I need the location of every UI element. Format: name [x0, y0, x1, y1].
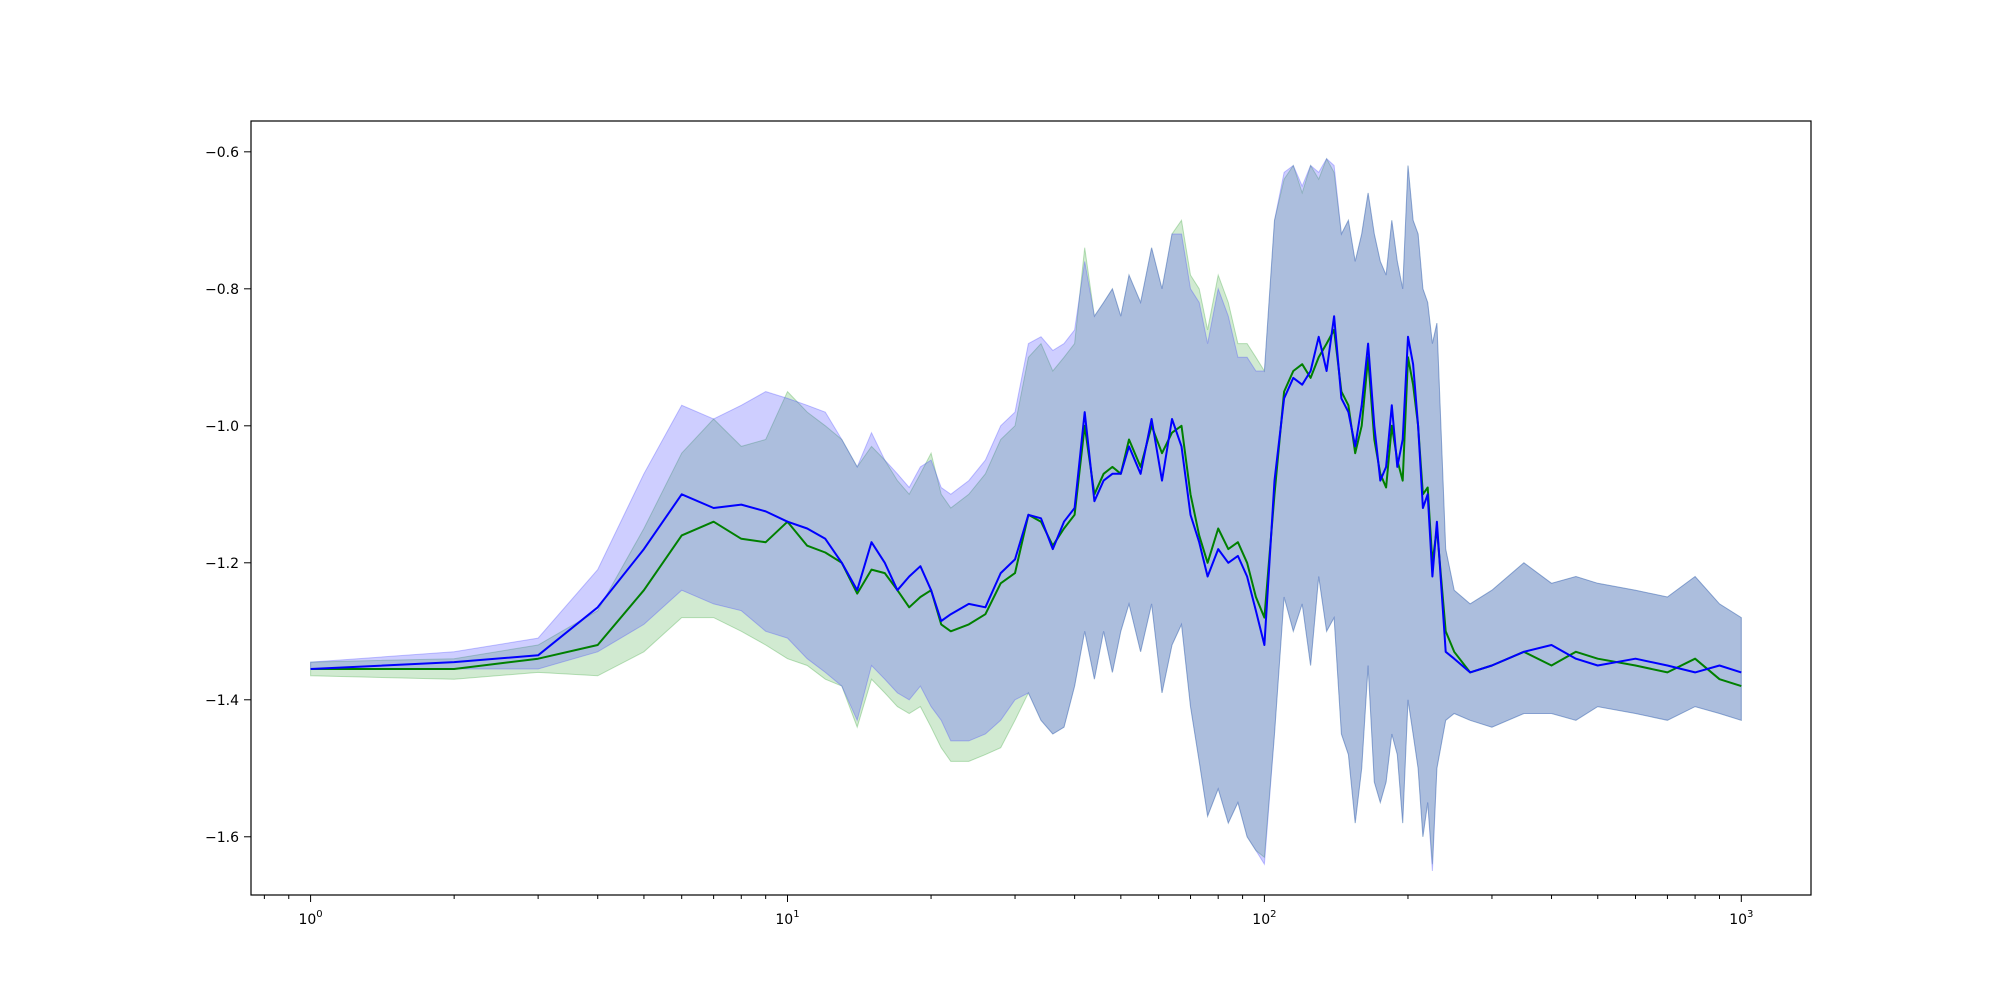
- x-tick-base: 10: [1729, 912, 1747, 928]
- x-tick-exponent: 2: [1270, 909, 1276, 920]
- x-tick-base: 10: [775, 912, 793, 928]
- x-tick-base: 10: [1252, 912, 1270, 928]
- series-lines: [310, 315, 1742, 688]
- y-tick-label: −1.4: [205, 693, 239, 709]
- series-0-band: [310, 157, 1742, 865]
- plot-frame: [250, 120, 1812, 896]
- x-tick-exponent: 3: [1747, 909, 1753, 920]
- x-tick-base: 10: [298, 912, 316, 928]
- x-tick-label: 100: [298, 909, 322, 928]
- y-tick-label: −1.6: [205, 830, 239, 846]
- x-axis: 100 101 102 103: [263, 895, 1753, 928]
- y-axis: −0.6 −0.8 −1.0 −1.2 −1.4 −1.6: [205, 145, 251, 846]
- confidence-bands: [310, 157, 1742, 872]
- x-tick-label: 101: [775, 909, 799, 928]
- series-1-line: [310, 315, 1742, 674]
- x-tick-label: 103: [1729, 909, 1753, 928]
- y-tick-label: −1.0: [205, 419, 239, 435]
- series-1-band: [310, 157, 1742, 872]
- x-tick-exponent: 0: [316, 909, 322, 920]
- y-tick-label: −0.6: [205, 145, 239, 161]
- x-tick-label: 102: [1252, 909, 1276, 928]
- x-tick-exponent: 1: [793, 909, 799, 920]
- y-tick-label: −0.8: [205, 282, 239, 298]
- y-tick-label: −1.2: [205, 556, 239, 572]
